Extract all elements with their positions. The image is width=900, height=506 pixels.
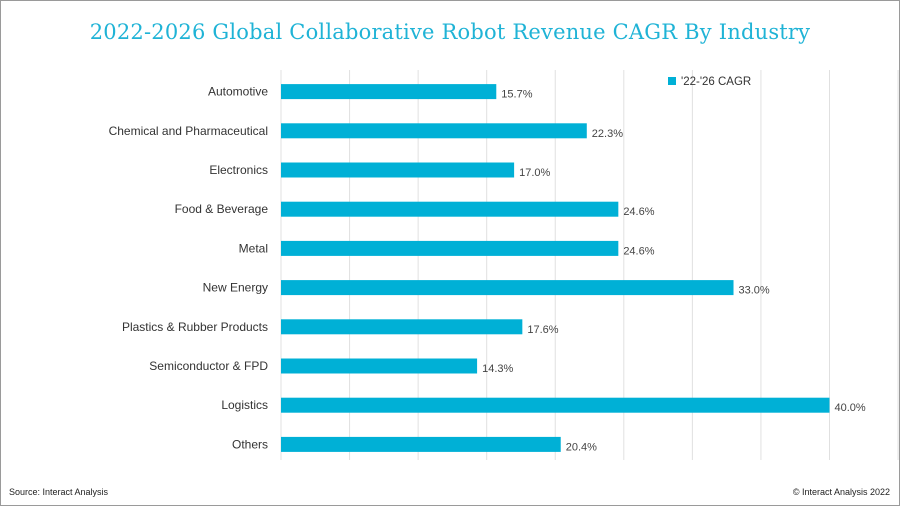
value-labels: 15.7% 22.3% 17.0% 24.6% 24.6% 33.0% 17.6% 14.3%… <box>482 89 866 454</box>
category-label: Semiconductor & FPD <box>149 359 268 373</box>
value-label: 17.0% <box>519 167 550 179</box>
category-label: Plastics & Rubber Products <box>122 320 268 334</box>
bar-automotive <box>281 84 497 100</box>
category-label: Logistics <box>221 398 268 412</box>
source-note: Source: Interact Analysis <box>9 487 109 497</box>
category-label: Automotive <box>208 85 268 99</box>
bars <box>281 84 830 452</box>
category-labels: Automotive Chemical and Pharmaceutical Ele… <box>109 85 269 452</box>
value-label: 15.7% <box>501 89 532 101</box>
bar-chemical-and-pharmaceutical <box>281 123 587 139</box>
bar-semiconductor-fpd <box>281 358 478 374</box>
value-label: 20.4% <box>566 441 597 453</box>
bar-electronics <box>281 162 515 178</box>
category-label: New Energy <box>203 281 268 295</box>
copyright-note: © Interact Analysis 2022 <box>792 487 890 497</box>
bar-new-energy <box>281 280 734 296</box>
category-label: Electronics <box>209 163 268 177</box>
category-label: Others <box>232 437 268 451</box>
legend: '22-'26 CAGR <box>668 76 751 88</box>
gridlines <box>280 70 899 460</box>
chart-title: 2022-2026 Global Collaborative Robot Rev… <box>89 20 811 44</box>
bar-others <box>281 436 561 452</box>
value-label: 17.6% <box>527 324 558 336</box>
category-label: Metal <box>239 241 268 255</box>
legend-label: '22-'26 CAGR <box>681 76 751 88</box>
value-label: 24.6% <box>623 245 654 257</box>
bar-plastics-rubber-products <box>281 319 523 335</box>
bar-food-beverage <box>281 201 619 217</box>
value-label: 33.0% <box>739 285 770 297</box>
legend-swatch <box>668 77 676 85</box>
category-label: Chemical and Pharmaceutical <box>109 124 268 138</box>
category-label: Food & Beverage <box>175 202 269 216</box>
value-label: 40.0% <box>835 402 866 414</box>
bar-logistics <box>281 397 830 413</box>
value-label: 24.6% <box>623 206 654 218</box>
value-label: 14.3% <box>482 363 513 375</box>
bar-metal <box>281 240 619 256</box>
value-label: 22.3% <box>592 128 623 140</box>
